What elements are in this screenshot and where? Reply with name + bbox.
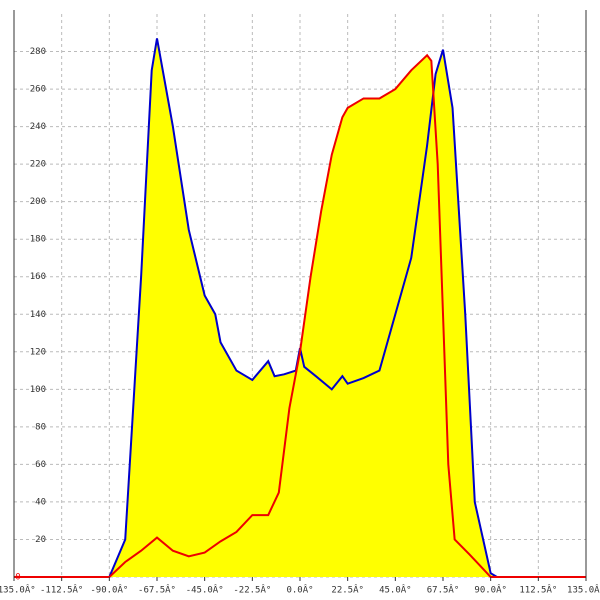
- x-tick-label: 112.5Â°: [519, 584, 557, 596]
- y-tick-label: 20: [35, 535, 46, 545]
- x-tick-label: -90.0Â°: [90, 584, 128, 596]
- y-tick-label: 160: [30, 272, 46, 282]
- x-tick-label: 90.0Â°: [474, 584, 507, 596]
- y-tick-label: 100: [30, 385, 46, 395]
- y-tick-label: 240: [30, 122, 46, 132]
- y-tick-label: 40: [35, 497, 46, 507]
- y-tick-label: 140: [30, 310, 46, 320]
- x-tick-label: 67.5Â°: [427, 584, 460, 596]
- y-tick-label: 180: [30, 235, 46, 245]
- y-tick-label: 260: [30, 85, 46, 95]
- x-tick-label: -112.5Â°: [40, 584, 83, 596]
- area: [14, 55, 586, 577]
- x-tick-label: 0.0Â°: [286, 584, 313, 596]
- x-tick-label: 45.0Â°: [379, 584, 412, 596]
- y-tick-label: 220: [30, 160, 46, 170]
- x-tick-label: -135.0Â°: [0, 584, 36, 596]
- y-tick-label: 80: [35, 422, 46, 432]
- x-tick-label: 135.0Â°: [567, 584, 600, 596]
- y-tick-label: 120: [30, 347, 46, 357]
- x-tick-label: -22.5Â°: [233, 584, 271, 596]
- y-tick-label: 280: [30, 47, 46, 57]
- y-tick-label: 200: [30, 197, 46, 207]
- x-tick-label: -45.0Â°: [186, 584, 224, 596]
- x-tick-label: -67.5Â°: [138, 584, 176, 596]
- x-tick-label: 22.5Â°: [331, 584, 364, 596]
- y-tick-label: 60: [35, 460, 46, 470]
- line: [14, 53, 586, 578]
- line: [108, 38, 498, 578]
- y-tick-label: 0: [15, 573, 20, 583]
